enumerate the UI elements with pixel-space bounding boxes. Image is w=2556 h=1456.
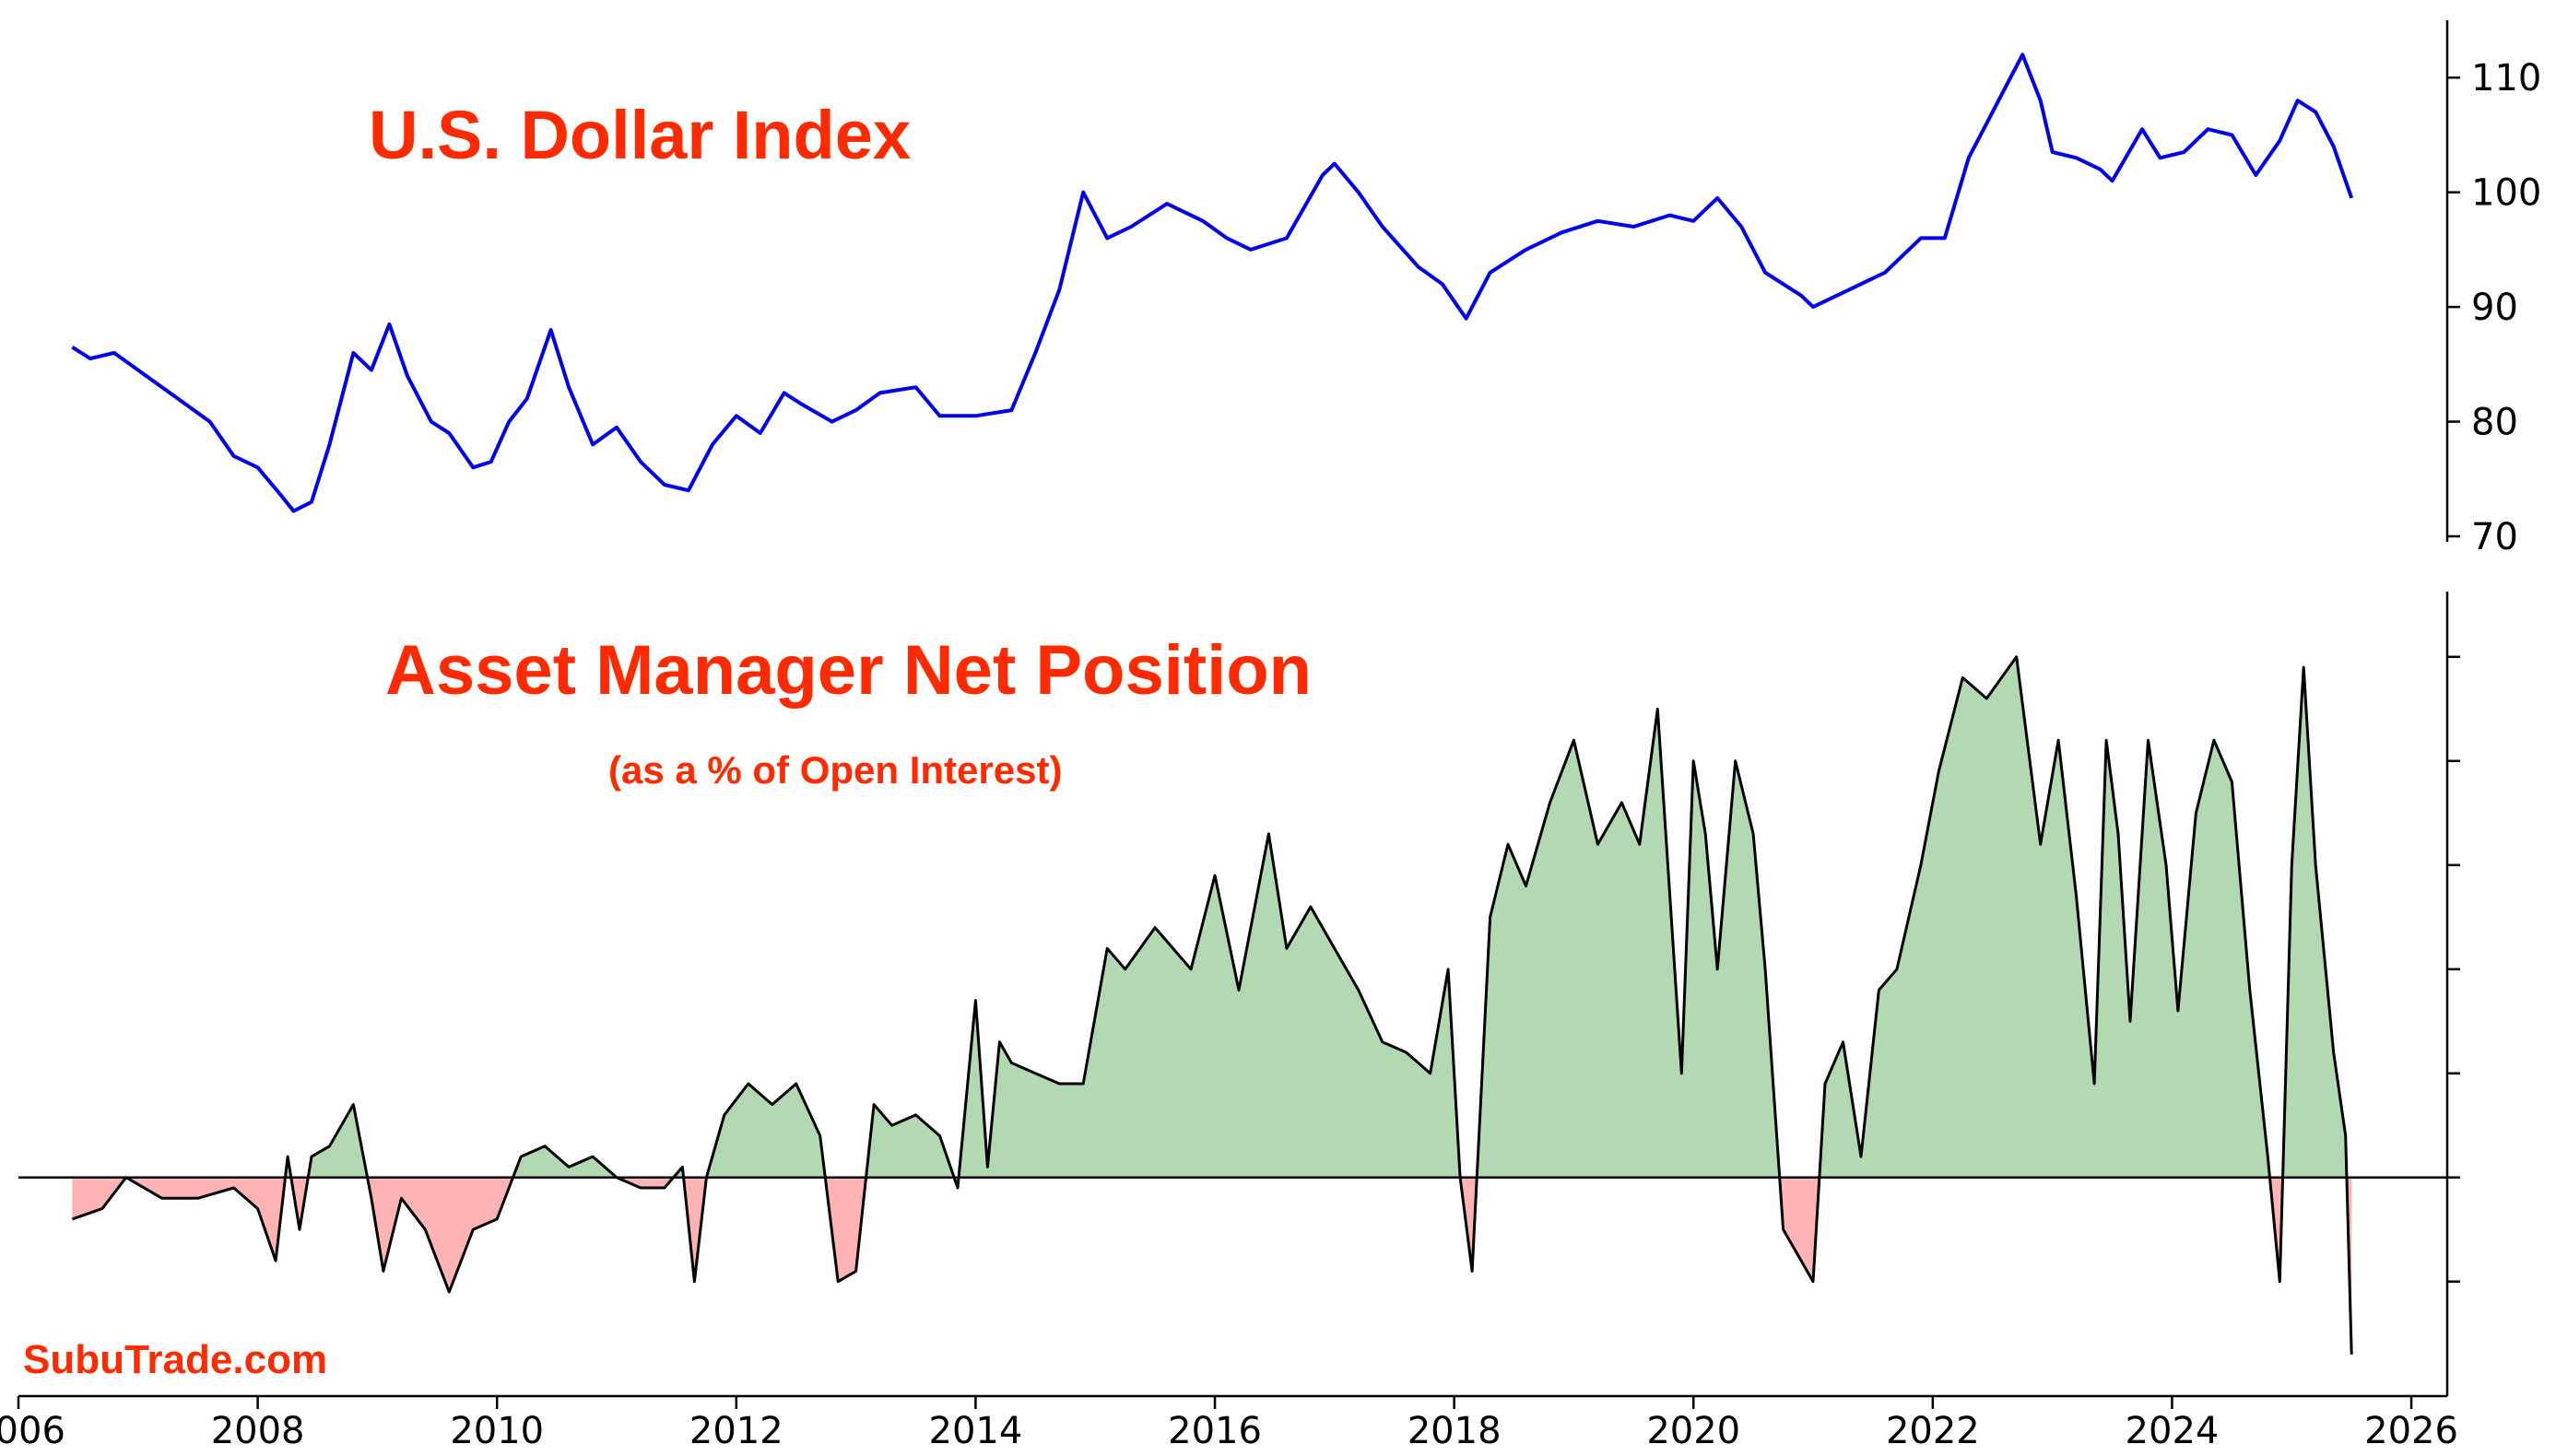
x-tick-label-2018: 2018 bbox=[1408, 1410, 1502, 1452]
net-position-title: Asset Manager Net Position bbox=[385, 631, 1312, 710]
net-position-line bbox=[71, 655, 2353, 1355]
net-position-subtitle: (as a % of Open Interest) bbox=[608, 748, 1062, 792]
positive-area-15 bbox=[959, 833, 1461, 1178]
dollar-index-y-tick-label-100: 100 bbox=[2471, 172, 2541, 215]
negative-area-0 bbox=[72, 1177, 126, 1219]
x-tick-label-2026: 2026 bbox=[2364, 1410, 2458, 1452]
negative-area-4 bbox=[290, 1177, 309, 1230]
negative-area-8 bbox=[617, 1177, 674, 1188]
watermark: SubuTrade.com bbox=[23, 1337, 327, 1382]
negative-area-10 bbox=[683, 1177, 707, 1282]
dollar-index-y-tick-label-110: 110 bbox=[2471, 57, 2541, 100]
x-tick-label-2016: 2016 bbox=[1168, 1410, 1262, 1452]
x-tick-label-2022: 2022 bbox=[1886, 1410, 1980, 1452]
positive-area-11 bbox=[706, 1084, 826, 1178]
x-tick-label-2014: 2014 bbox=[929, 1410, 1023, 1452]
x-tick-label-2024: 2024 bbox=[2126, 1410, 2220, 1452]
x-tick-label-2010: 2010 bbox=[450, 1410, 544, 1452]
negative-area-6 bbox=[367, 1177, 513, 1292]
dollar-index-y-tick-label-70: 70 bbox=[2471, 516, 2518, 558]
x-tick-label-2012: 2012 bbox=[689, 1410, 783, 1452]
axes: 70 80 90 100 110 2006 2008 2010 2012 2014 2016 2018… bbox=[0, 20, 2541, 1452]
dollar-index-panel bbox=[71, 53, 2354, 513]
positive-area-19 bbox=[1819, 656, 2270, 1178]
dollar-index-y-tick-label-90: 90 bbox=[2471, 287, 2518, 329]
positive-area-7 bbox=[512, 1145, 617, 1178]
dollar-index-y-tick-label-80: 80 bbox=[2471, 402, 2518, 444]
negative-area-18 bbox=[1779, 1177, 1820, 1282]
dollar-index-title: U.S. Dollar Index bbox=[369, 97, 911, 173]
x-tick-label-2008: 2008 bbox=[211, 1410, 305, 1452]
x-tick-label-2006: 2006 bbox=[0, 1410, 65, 1452]
net-position-panel bbox=[18, 655, 2447, 1355]
dollar-index-line bbox=[71, 53, 2354, 513]
positive-area-21 bbox=[2282, 667, 2347, 1178]
x-tick-label-2020: 2020 bbox=[1646, 1410, 1740, 1452]
positive-area-5 bbox=[308, 1104, 368, 1178]
